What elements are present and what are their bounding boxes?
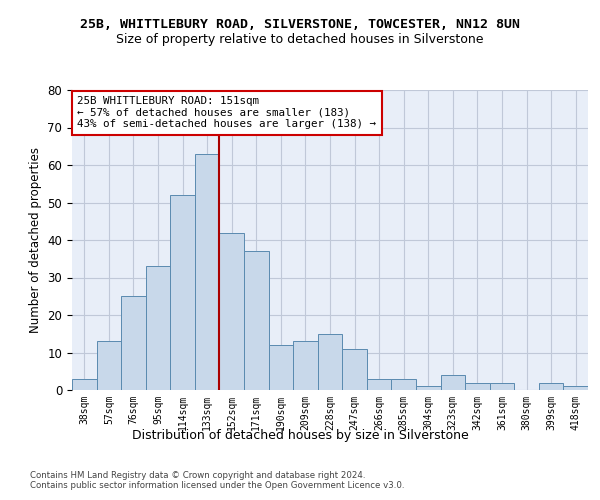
Bar xyxy=(367,379,391,390)
Bar xyxy=(391,379,416,390)
Text: Contains public sector information licensed under the Open Government Licence v3: Contains public sector information licen… xyxy=(30,481,404,490)
Bar xyxy=(465,382,490,390)
Y-axis label: Number of detached properties: Number of detached properties xyxy=(29,147,42,333)
Text: Distribution of detached houses by size in Silverstone: Distribution of detached houses by size … xyxy=(131,428,469,442)
Bar xyxy=(342,349,367,390)
Text: Contains HM Land Registry data © Crown copyright and database right 2024.: Contains HM Land Registry data © Crown c… xyxy=(30,471,365,480)
Bar xyxy=(318,334,342,390)
Bar xyxy=(539,382,563,390)
Bar xyxy=(563,386,588,390)
Bar xyxy=(72,379,97,390)
Bar xyxy=(195,154,220,390)
Bar xyxy=(97,341,121,390)
Bar xyxy=(293,341,318,390)
Bar xyxy=(244,251,269,390)
Bar xyxy=(440,375,465,390)
Bar xyxy=(170,195,195,390)
Bar xyxy=(416,386,440,390)
Bar xyxy=(121,296,146,390)
Text: Size of property relative to detached houses in Silverstone: Size of property relative to detached ho… xyxy=(116,32,484,46)
Bar xyxy=(220,232,244,390)
Bar xyxy=(146,266,170,390)
Bar xyxy=(269,345,293,390)
Text: 25B WHITTLEBURY ROAD: 151sqm
← 57% of detached houses are smaller (183)
43% of s: 25B WHITTLEBURY ROAD: 151sqm ← 57% of de… xyxy=(77,96,376,129)
Text: 25B, WHITTLEBURY ROAD, SILVERSTONE, TOWCESTER, NN12 8UN: 25B, WHITTLEBURY ROAD, SILVERSTONE, TOWC… xyxy=(80,18,520,30)
Bar xyxy=(490,382,514,390)
